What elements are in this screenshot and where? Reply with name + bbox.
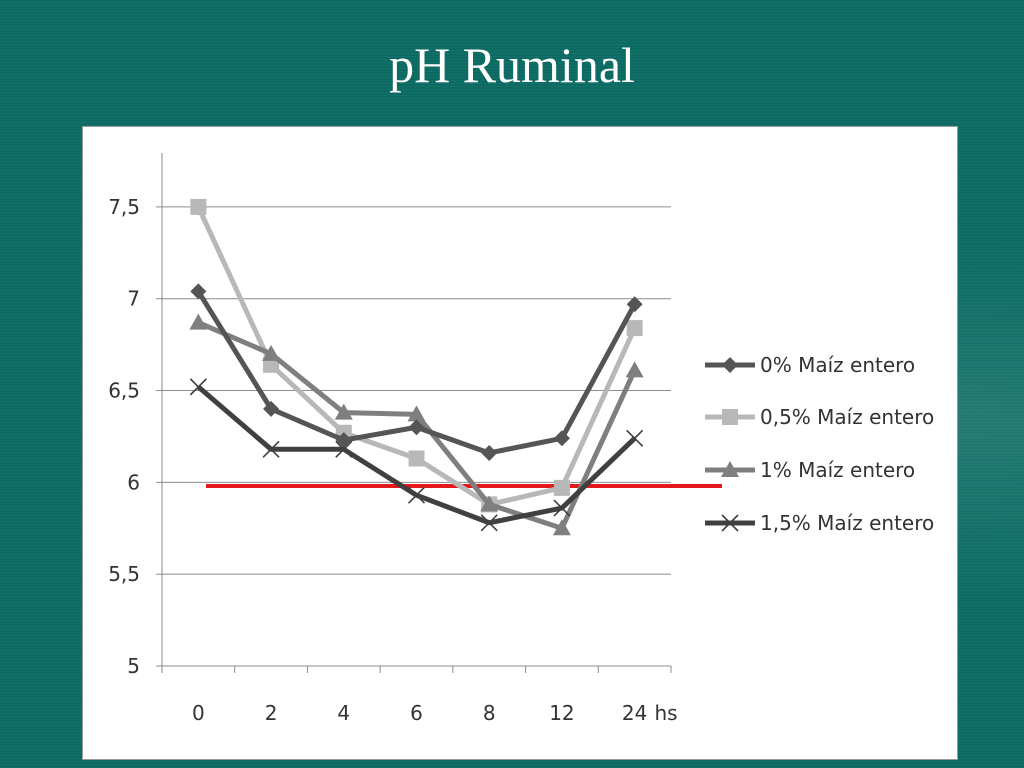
chart-panel: 5 5,5 6 6,5 7 7,5 0 2 4 6 8 12 24 hs 0% Maíz entero 0,… xyxy=(82,126,958,760)
legend-item: 0,5% Maíz entero xyxy=(705,405,934,429)
legend-item: 1,5% Maíz entero xyxy=(705,511,934,535)
x-tick-label: 8 xyxy=(483,701,496,725)
legend-marker-square xyxy=(722,409,738,425)
y-tick-label: 5,5 xyxy=(108,562,140,586)
data-point-triangle xyxy=(552,519,571,536)
x-tick-label: 2 xyxy=(265,701,278,725)
y-tick-label: 6 xyxy=(127,470,140,494)
data-point-x xyxy=(335,440,353,458)
data-point-diamond xyxy=(626,296,643,313)
data-point-square xyxy=(408,450,425,467)
series-1 xyxy=(190,198,643,513)
data-point-square xyxy=(553,479,570,496)
data-point-diamond xyxy=(481,444,498,461)
legend-label: 0,5% Maíz entero xyxy=(760,405,934,429)
data-point-square xyxy=(190,198,207,215)
legend-label: 1% Maíz entero xyxy=(760,458,915,482)
data-point-diamond xyxy=(263,400,280,417)
data-point-x xyxy=(626,429,644,447)
y-tick-label: 6,5 xyxy=(108,379,140,403)
data-point-triangle xyxy=(625,361,644,378)
ph-line-chart: 55,566,577,50 2 4 6 8 12 24 hs 0% Maíz entero0,… xyxy=(108,153,934,725)
y-tick-label: 5 xyxy=(127,654,140,678)
y-tick-label: 7,5 xyxy=(108,195,140,219)
legend-label: 1,5% Maíz entero xyxy=(760,511,934,535)
legend-marker-diamond xyxy=(722,357,738,373)
data-point-x xyxy=(553,499,571,517)
data-point-triangle xyxy=(262,344,281,361)
data-point-diamond xyxy=(408,419,425,436)
data-point-square xyxy=(263,356,280,373)
data-point-diamond xyxy=(553,430,570,447)
gridlines xyxy=(162,206,671,667)
series-lines xyxy=(189,198,644,536)
legend-item: 0% Maíz entero xyxy=(705,353,915,377)
data-point-x xyxy=(480,514,498,532)
x-unit-label: hs xyxy=(654,701,677,725)
x-tick-label: 4 xyxy=(337,701,350,725)
x-tick-label: 0 xyxy=(192,701,205,725)
x-tick-label: 24 xyxy=(622,701,647,725)
x-tick-label: 6 xyxy=(410,701,423,725)
data-point-x xyxy=(262,440,280,458)
series-0 xyxy=(190,283,643,461)
data-point-square xyxy=(626,320,643,337)
data-point-triangle xyxy=(189,313,208,330)
legend-label: 0% Maíz entero xyxy=(760,353,915,377)
data-point-diamond xyxy=(190,283,207,300)
data-point-x xyxy=(189,378,207,396)
y-tick-label: 7 xyxy=(127,287,140,311)
data-point-triangle xyxy=(480,495,499,512)
data-point-x xyxy=(407,486,426,504)
x-tick-label: 12 xyxy=(549,701,574,725)
series-2 xyxy=(189,313,644,536)
data-point-triangle xyxy=(407,405,426,422)
axes: 55,566,577,50 2 4 6 8 12 24 hs xyxy=(108,153,678,725)
legend: 0% Maíz entero 0,5% Maíz entero 1% Maíz en… xyxy=(705,353,934,535)
data-point-diamond xyxy=(335,432,352,449)
legend-item: 1% Maíz entero xyxy=(705,458,915,482)
series-3 xyxy=(189,378,644,532)
legend-marker-x xyxy=(721,514,739,532)
data-point-triangle xyxy=(334,403,353,420)
legend-marker-triangle xyxy=(721,461,739,477)
slide-title: pH Ruminal xyxy=(389,37,635,93)
